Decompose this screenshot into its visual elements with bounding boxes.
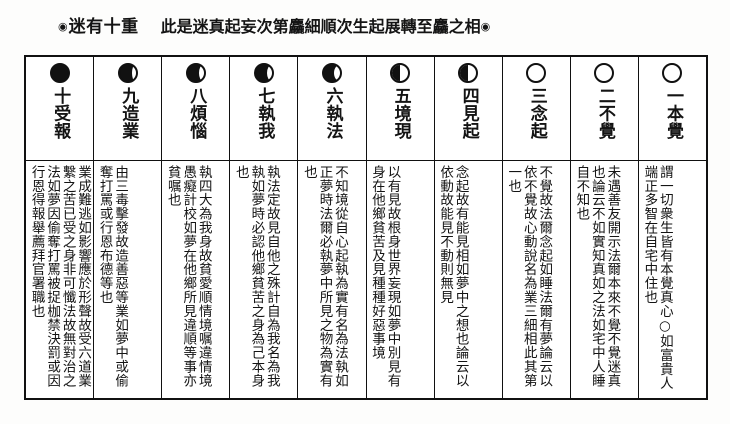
table-column-2: 二不覺未遇善友開示法爾本來不覺不覺迷真也論云不如實知真如之法如宅中人睡自不知也 [569,57,638,398]
table-column-5: 五境現以有見故根身世界妄現如夢中別見有身在他鄉貧苦及見種種好惡事境 [365,57,434,398]
column-body-text-10: 業成難逃如影響應於形聲故受六道業繫之苦已受之身非可懺法故無對治之法如夢因偷奪打罵… [28,165,92,388]
column-title-8: 八煩惱 [186,87,207,140]
column-header-2: 二不覺 [570,57,638,161]
crescent-notch-icon [333,65,340,81]
column-title-4: 四見起 [458,87,479,140]
column-body-7: 執法定故見自他之殊計自為我名為我執如夢時必認他鄉貧苦之身為己本身也 [230,161,297,398]
column-body-text-3: 不覺故法爾念起如睡法爾有夢論云以依不覺故心動說名為業三細相此其第一也 [505,165,553,388]
column-body-10: 業成難逃如影響應於形聲故受六道業繫之苦已受之身非可懺法故無對治之法如夢因偷奪打罵… [26,161,93,398]
circle-gibbous-icon [321,63,342,83]
column-body-8: 執四大為我身故貧愛順情境嘱違情境愚癡計校如夢在他鄉所見違順等事亦貧嘱也 [162,161,229,398]
circle-half-icon [390,63,411,83]
column-body-6: 不知境從自心起執為實有名為法執如正夢時法爾必執夢中所見之物為實有也 [298,161,365,398]
column-body-9: 由三毒擊發故造善惡等業如夢中或偷奪打罵或行恩布德等也 [94,161,161,398]
column-body-text-6: 不知境從自心起執為實有名為法執如正夢時法爾必執夢中所見之物為實有也 [300,165,348,388]
circle-half-icon [458,63,479,83]
column-body-text-1: 謂一切衆生皆有本覺真心○如富貴人端正多智在自宅中住也 [641,165,673,390]
column-body-text-4: 念起故有能見相如夢中之想也論云以依動故能見不動則無見 [437,165,469,388]
column-header-9: 九造業 [94,57,162,161]
heading-start-marker-icon: ◉ [58,19,68,33]
column-header-6: 六執法 [298,57,366,161]
crescent-notch-icon [132,65,136,81]
ten-stages-table: 一本覺 謂一切衆生皆有本覺真心○如富貴人端正多智在自宅中住也 二不覺 未遇善友開示法爾… [24,55,708,400]
column-body-text-9: 由三毒擊發故造善惡等業如夢中或偷奪打罵或行恩布德等也 [96,165,129,388]
table-column-10: 十受報業成難逃如影響應於形聲故受六道業繫之苦已受之身非可懺法故無對治之法如夢因偷… [26,57,94,398]
circle-full-icon [49,63,70,83]
circle-gibbous-icon [117,63,138,83]
column-body-text-5: 以有見故根身世界妄現如夢中別見有身在他鄉貧苦及見種種好惡事境 [369,165,401,388]
table-column-7: 七執我執法定故見自他之殊計自為我名為我執如夢時必認他鄉貧苦之身為己本身也 [229,57,298,398]
column-header-10: 十受報 [26,57,94,161]
circle-empty-icon [662,63,683,83]
heading-end-marker-icon: ◉ [480,19,491,33]
column-body-5: 以有見故根身世界妄現如夢中別見有身在他鄉貧苦及見種種好惡事境 [367,161,434,398]
column-title-10: 十受報 [50,87,71,140]
table-column-8: 八煩惱執四大為我身故貧愛順情境嘱違情境愚癡計校如夢在他鄉所見違順等事亦貧嘱也 [161,57,230,398]
table-column-9: 九造業由三毒擊發故造善惡等業如夢中或偷奪打罵或行恩布德等也 [93,57,162,398]
table-column-6: 六執法不知境從自心起執為實有名為法執如正夢時法爾必執夢中所見之物為實有也 [297,57,366,398]
circle-gibbous-icon [253,63,274,83]
column-title-3: 三念起 [526,87,547,140]
table-column-3: 三念起不覺故法爾念起如睡法爾有夢論云以依不覺故心動說名為業三細相此其第一也 [501,57,570,398]
column-header-4: 四見起 [434,57,502,161]
column-header-7: 七執我 [230,57,298,161]
column-header-8: 八煩惱 [162,57,230,161]
column-body-3: 不覺故法爾念起如睡法爾有夢論云以依不覺故心動說名為業三細相此其第一也 [503,161,570,398]
column-header-3: 三念起 [502,57,570,161]
circle-empty-icon [526,63,547,83]
column-body-4: 念起故有能見相如夢中之想也論云以依動故能見不動則無見 [435,161,502,398]
chart-heading: ◉ 迷有十重 此是迷真起妄次第麤細順次生起展轉至麤之相 ◉ [58,12,698,42]
table-column-1: 一本覺謂一切衆生皆有本覺真心○如富貴人端正多智在自宅中住也 [637,57,706,398]
column-body-text-8: 執四大為我身故貧愛順情境嘱違情境愚癡計校如夢在他鄉所見違順等事亦貧嘱也 [164,165,212,388]
column-body-2: 未遇善友開示法爾本來不覺不覺迷真也論云不如實知真如之法如宅中人睡自不知也 [571,161,638,398]
column-header-5: 五境現 [366,57,434,161]
column-body-1: 謂一切衆生皆有本覺真心○如富貴人端正多智在自宅中住也 [639,161,706,398]
column-title-5: 五境現 [390,87,411,140]
column-title-1: 一本覺 [662,87,683,140]
table-column-4: 四見起念起故有能見相如夢中之想也論云以依動故能見不動則無見 [433,57,502,398]
column-header-1: 一本覺 [638,57,706,161]
circle-gibbous-icon [185,63,206,83]
circle-empty-icon [594,63,615,83]
column-title-6: 六執法 [322,87,343,140]
column-body-text-7: 執法定故見自他之殊計自為我名為我執如夢時必認他鄉貧苦之身為己本身也 [232,165,280,388]
column-title-2: 二不覺 [594,87,615,140]
column-body-text-2: 未遇善友開示法爾本來不覺不覺迷真也論云不如實知真如之法如宅中人睡自不知也 [573,165,621,388]
crescent-notch-icon [199,65,204,81]
crescent-notch-icon [266,65,272,81]
column-title-9: 九造業 [118,87,139,140]
heading-note: 此是迷真起妄次第麤細順次生起展轉至麤之相 [160,17,481,36]
heading-title: 迷有十重 [68,17,139,37]
column-title-7: 七執我 [254,87,275,140]
